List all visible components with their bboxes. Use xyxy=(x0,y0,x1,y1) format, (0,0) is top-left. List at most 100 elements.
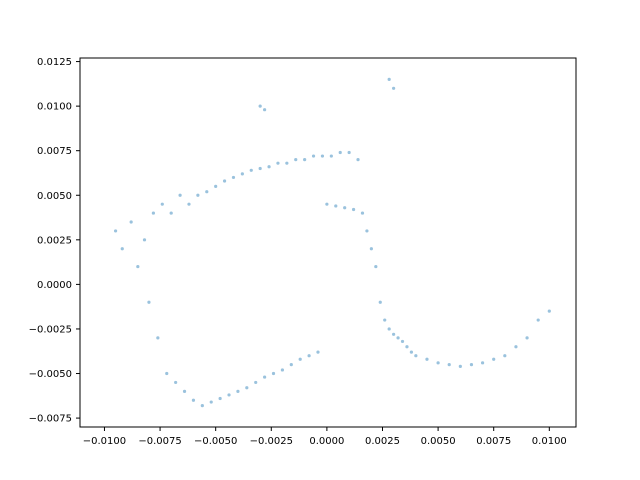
scatter-point xyxy=(316,350,320,354)
scatter-point xyxy=(258,104,262,108)
scatter-point xyxy=(298,357,302,361)
scatter-point xyxy=(236,389,240,393)
scatter-point xyxy=(374,264,378,269)
scatter-point xyxy=(458,364,462,368)
scatter-point xyxy=(263,108,267,112)
scatter-point xyxy=(503,354,507,358)
scatter-point xyxy=(120,247,124,251)
x-tick-label: −0.0075 xyxy=(138,436,181,447)
scatter-point xyxy=(263,375,267,379)
scatter-point xyxy=(392,86,396,90)
scatter-point xyxy=(387,327,391,331)
scatter-point xyxy=(400,339,405,344)
scatter-point xyxy=(267,165,271,169)
scatter-point xyxy=(182,389,187,393)
scatter-point xyxy=(191,398,196,402)
scatter-point xyxy=(280,368,285,372)
scatter-point xyxy=(245,386,249,390)
scatter-point xyxy=(387,77,391,81)
scatter-point xyxy=(294,158,298,162)
scatter-point xyxy=(405,345,409,349)
scatter-point xyxy=(249,168,253,172)
scatter-point xyxy=(514,345,518,349)
scatter-point xyxy=(392,332,396,336)
scatter-point xyxy=(136,264,140,269)
scatter-point xyxy=(218,396,222,401)
scatter-point xyxy=(209,400,213,404)
scatter-point xyxy=(205,190,209,194)
scatter-point xyxy=(436,361,440,365)
scatter-point xyxy=(311,154,316,158)
scatter-point xyxy=(200,404,204,408)
scatter-point xyxy=(525,336,529,340)
scatter-point xyxy=(196,193,200,197)
scatter-point xyxy=(320,154,325,158)
scatter-point xyxy=(289,363,293,367)
scatter-point xyxy=(347,150,351,155)
scatter-point xyxy=(240,172,244,176)
x-tick-label: 0.0100 xyxy=(532,436,567,447)
scatter-point xyxy=(271,371,276,376)
x-tick-label: −0.0050 xyxy=(194,436,237,447)
scatter-point xyxy=(147,300,151,304)
y-tick-label: 0.0025 xyxy=(37,235,72,246)
scatter-point xyxy=(307,354,311,358)
scatter-point xyxy=(129,220,133,224)
scatter-point xyxy=(360,211,365,215)
scatter-point xyxy=(536,318,540,322)
points-layer xyxy=(113,77,551,408)
x-tick-label: 0.0025 xyxy=(365,436,400,447)
scatter-point xyxy=(254,380,258,385)
scatter-point xyxy=(222,179,227,183)
scatter-point xyxy=(142,238,147,242)
y-tick-label: 0.0050 xyxy=(37,191,72,202)
scatter-point xyxy=(369,247,373,251)
scatter-point xyxy=(160,202,164,206)
scatter-point xyxy=(409,350,414,354)
scatter-point xyxy=(425,357,429,361)
scatter-point xyxy=(231,175,236,180)
scatter-point xyxy=(343,206,347,210)
scatter-point xyxy=(414,354,418,358)
scatter-point xyxy=(365,229,369,233)
y-axis: −0.0075 −0.0050 −0.0025 0.0000 0.0025 0.0050 0… xyxy=(29,57,80,425)
x-tick-label: 0.0050 xyxy=(421,436,456,447)
scatter-point xyxy=(329,154,333,158)
scatter-point xyxy=(151,211,155,215)
scatter-point xyxy=(165,371,169,376)
scatter-point xyxy=(169,211,173,215)
scatter-point xyxy=(303,158,307,162)
scatter-point xyxy=(214,184,218,188)
y-tick-label: −0.0025 xyxy=(29,324,72,335)
scatter-point xyxy=(338,150,342,155)
scatter-point xyxy=(469,363,474,367)
scatter-point xyxy=(258,166,262,171)
scatter-point xyxy=(378,300,382,304)
y-tick-label: −0.0050 xyxy=(29,369,72,380)
scatter-point xyxy=(113,229,118,233)
scatter-point xyxy=(187,202,191,206)
scatter-point xyxy=(356,158,360,162)
scatter-point xyxy=(156,336,160,340)
scatter-point xyxy=(447,363,451,367)
y-tick-label: 0.0075 xyxy=(37,146,72,157)
y-tick-label: 0.0125 xyxy=(37,57,72,68)
scatter-point xyxy=(480,361,485,365)
scatter-point xyxy=(178,193,182,197)
scatter-point xyxy=(285,161,289,165)
scatter-point xyxy=(351,207,356,212)
scatter-point xyxy=(492,357,496,361)
scatter-point xyxy=(227,393,231,397)
y-tick-label: 0.0000 xyxy=(37,280,72,291)
scatter-point xyxy=(383,318,387,322)
scatter-point xyxy=(325,202,329,206)
plot-frame xyxy=(79,57,577,428)
y-tick-label: 0.0100 xyxy=(37,102,72,113)
x-tick-label: −0.0025 xyxy=(250,436,293,447)
scatter-point xyxy=(276,161,280,165)
scatter-point xyxy=(174,380,178,385)
x-tick-label: 0.0000 xyxy=(309,436,344,447)
scatter-point xyxy=(547,309,551,313)
